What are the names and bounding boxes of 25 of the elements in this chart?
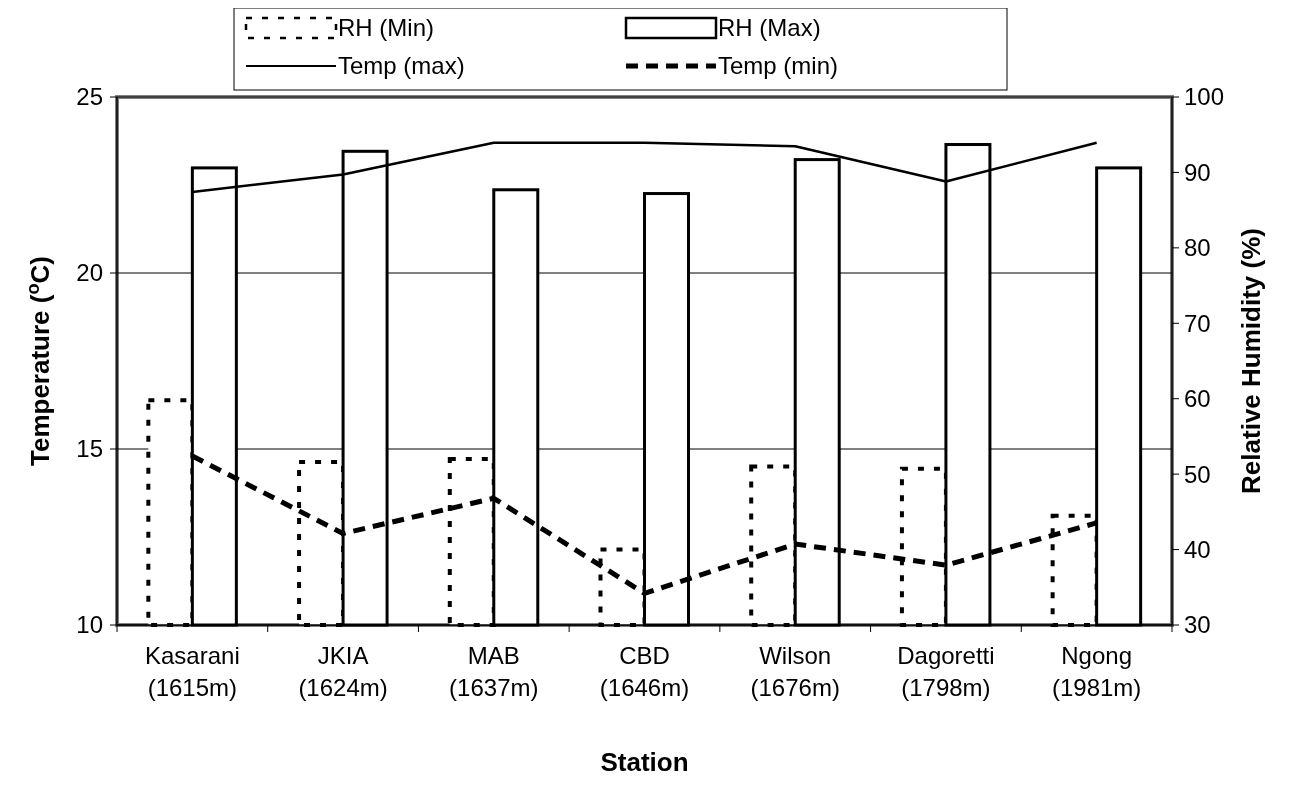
- y2-axis-title: Relative Humidity (%): [1236, 228, 1266, 494]
- y2-tick-label: 30: [1184, 611, 1211, 639]
- x-axis-title: Station: [600, 747, 689, 777]
- x-tick-label: Ngong (1981m): [1051, 642, 1142, 701]
- x-tick-label: MAB (1637m): [449, 642, 539, 701]
- y2-tick-label: 70: [1184, 309, 1211, 337]
- x-tick-label: Kasarani (1615m): [144, 642, 240, 701]
- y-tick-label: 25: [76, 83, 103, 111]
- legend-label: Temp (min): [718, 52, 839, 80]
- y-tick-label: 15: [76, 435, 103, 463]
- y2-tick-label: 40: [1184, 535, 1211, 563]
- y-tick-label: 10: [76, 611, 103, 639]
- y-tick-label: 20: [76, 259, 103, 287]
- y2-tick-label: 60: [1184, 385, 1211, 413]
- y2-tick-label: 90: [1184, 158, 1211, 186]
- y2-tick-label: 50: [1184, 460, 1211, 488]
- x-tick-label: CBD (1646m): [599, 642, 690, 701]
- legend-label: Temp (max): [338, 52, 465, 80]
- x-tick-label: Dagoretti (1798m): [897, 642, 995, 701]
- x-tick-label: Wilson (1676m): [750, 642, 840, 701]
- legend-label: RH (Min): [338, 14, 434, 42]
- x-tick-label: JKIA (1624m): [298, 642, 388, 701]
- legend-label: RH (Max): [718, 14, 821, 42]
- y2-tick-label: 100: [1184, 83, 1225, 111]
- y2-tick-label: 80: [1184, 234, 1211, 262]
